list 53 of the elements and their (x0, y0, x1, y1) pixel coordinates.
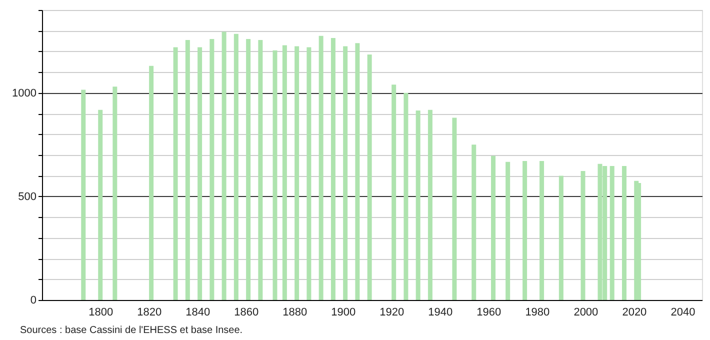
source-note: Sources : base Cassini de l'EHESS et base Insee. (20, 325, 243, 336)
bar (282, 45, 287, 300)
bar (198, 47, 202, 300)
bar (452, 118, 457, 300)
x-tick-label: 2000 (574, 306, 598, 318)
bar (185, 40, 190, 300)
x-tick-label: 1980 (525, 306, 550, 318)
bar (622, 166, 626, 300)
bar (222, 32, 226, 300)
y-tick-label: 0 (30, 294, 36, 306)
bar (294, 46, 300, 300)
y-tick-label: 1000 (12, 87, 36, 100)
bar (272, 50, 278, 300)
bar (210, 39, 214, 300)
x-tick-label: 1900 (331, 306, 356, 318)
bar (258, 40, 263, 300)
bar (367, 54, 372, 300)
x-tick-label: 1800 (88, 306, 114, 318)
bar (558, 176, 564, 300)
x-tick-label: 1960 (476, 306, 502, 318)
bar (522, 161, 528, 300)
x-tick-label: 1820 (137, 306, 162, 318)
bar (318, 36, 324, 300)
x-tick-label: 1920 (380, 306, 404, 318)
bar (149, 66, 154, 300)
x-tick-label: 1940 (428, 306, 453, 318)
bar (234, 34, 238, 300)
bar (306, 47, 312, 300)
x-tick-label: 1880 (282, 306, 308, 318)
x-tick-label: 2040 (670, 306, 696, 318)
bar (428, 110, 432, 300)
bar (330, 38, 336, 300)
bar (392, 84, 396, 300)
bar (472, 144, 476, 300)
bar (112, 86, 118, 300)
x-tick-label: 2020 (622, 306, 647, 318)
x-tick-label: 1840 (186, 306, 210, 318)
bar (355, 43, 360, 300)
bar (81, 90, 86, 300)
y-tick-label: 500 (18, 190, 36, 203)
bar (173, 47, 178, 300)
bar (636, 182, 642, 300)
bar (404, 92, 408, 300)
bar (416, 110, 420, 300)
x-tick-label: 1860 (234, 306, 259, 318)
bar (610, 166, 614, 300)
bar (343, 46, 348, 300)
bar (506, 162, 510, 300)
bar (540, 161, 544, 300)
bar (491, 156, 496, 300)
bar (98, 110, 103, 300)
bar (580, 170, 586, 300)
bar (246, 39, 251, 300)
